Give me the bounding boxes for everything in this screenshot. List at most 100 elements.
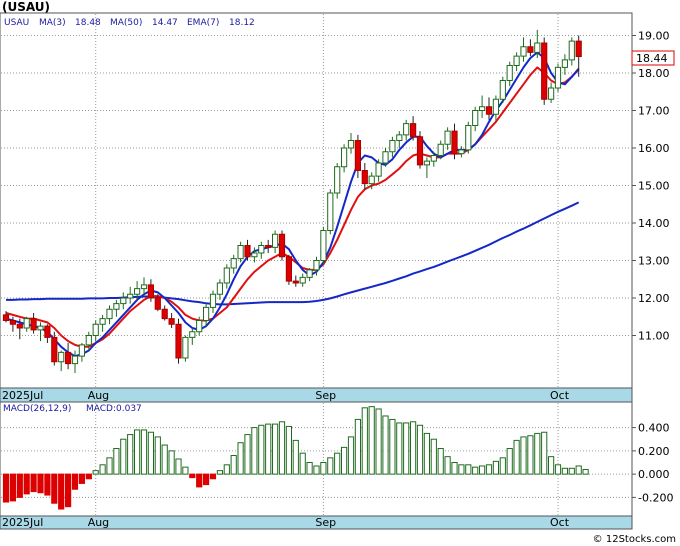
site-credit: © 12Stocks.com	[593, 534, 676, 545]
candle-body	[444, 130, 451, 145]
macd-bar	[306, 461, 313, 475]
macd-bar	[223, 464, 230, 475]
macd-bar	[485, 464, 493, 475]
candle-body	[292, 280, 299, 284]
macd-bar	[292, 439, 299, 475]
candle-body	[382, 151, 389, 164]
macd-bar	[499, 457, 506, 475]
candle-body	[458, 149, 465, 155]
candle-body	[168, 318, 175, 325]
macd-bar	[16, 473, 23, 498]
candle-body	[92, 323, 99, 336]
candle-body	[554, 66, 562, 89]
macd-date-label: Aug	[88, 516, 109, 529]
price-tick-label: 16.00	[638, 142, 670, 155]
candle-body	[479, 106, 486, 111]
macd-bar	[265, 423, 272, 475]
candle-body	[285, 256, 292, 282]
macd-bar	[451, 461, 458, 475]
price-tick-label: 17.00	[638, 105, 670, 118]
macd-bar	[479, 465, 486, 475]
candle-body	[354, 140, 361, 171]
price-tick-label: 12.00	[638, 292, 670, 305]
macd-bar	[92, 470, 99, 475]
macd-bar	[513, 439, 520, 475]
candle-body	[430, 155, 437, 162]
candle-body	[182, 336, 189, 359]
macd-bar	[575, 465, 582, 475]
price-date-label: 2025Jul	[2, 389, 43, 402]
macd-bar	[299, 452, 306, 475]
macd-bar	[568, 467, 575, 475]
macd-bar	[258, 424, 265, 475]
macd-bar	[161, 444, 168, 475]
candle-body	[548, 87, 555, 100]
macd-bar	[237, 442, 244, 475]
candle-body	[258, 245, 265, 254]
macd-bar	[203, 473, 210, 486]
candle-body	[251, 252, 258, 258]
candle-body	[520, 46, 527, 57]
macd-bar	[106, 457, 113, 475]
macd-bar	[244, 434, 251, 475]
candle-body	[541, 42, 548, 100]
candle-body	[416, 136, 424, 166]
candle-body	[209, 293, 217, 308]
candle-body	[389, 140, 396, 153]
candle-body	[37, 325, 44, 331]
candle-body	[561, 59, 568, 68]
macd-bar	[320, 461, 327, 475]
price-tick-label: 14.00	[638, 217, 670, 230]
macd-bar	[554, 464, 562, 475]
macd-bar	[416, 424, 424, 475]
candle-body	[361, 170, 368, 185]
ma3-line	[5, 51, 580, 358]
macd-bar	[368, 406, 375, 475]
macd-bar	[216, 470, 224, 475]
macd-bar	[458, 464, 465, 475]
ema7-line	[5, 66, 580, 348]
legend-ma3-value: 18.48	[75, 18, 101, 28]
candle-body	[230, 258, 237, 269]
candle-body	[423, 160, 430, 166]
chart-legend: USAU MA(3) 18.48 MA(50) 14.47 EMA(7) 18.…	[4, 18, 255, 28]
price-tick-label: 18.00	[638, 67, 670, 80]
macd-bar	[272, 423, 279, 475]
macd-bar	[327, 457, 334, 475]
macd-bar	[492, 460, 499, 475]
legend-ema7-label: EMA(7)	[187, 18, 219, 28]
macd-bar	[582, 468, 589, 475]
price-tick-label: 11.00	[638, 330, 670, 343]
legend-ma50-value: 14.47	[152, 18, 178, 28]
candle-body	[120, 297, 127, 305]
candle-body	[375, 162, 382, 177]
macd-legend-params: MACD(26,12,9)	[3, 404, 71, 414]
last-price-label: 18.44	[636, 52, 668, 65]
candles	[2, 29, 582, 373]
macd-bar	[430, 438, 437, 475]
candle-body	[85, 335, 92, 346]
macd-bar	[375, 408, 382, 475]
macd-bar	[465, 464, 472, 475]
candle-body	[403, 123, 410, 136]
price-tick-label: 13.00	[638, 255, 670, 268]
price-axis-ticks: 11.00 12.00 13.00 14.00 15.00 16.00 17.00 18.00…	[632, 30, 670, 343]
candle-body	[492, 98, 499, 115]
candle-body	[9, 320, 16, 325]
ma50-line	[6, 201, 580, 306]
candle-body	[278, 233, 286, 258]
macd-bar	[65, 473, 72, 508]
candle-body	[534, 42, 541, 53]
macd-bar	[389, 418, 396, 475]
macd-bar	[71, 473, 79, 490]
candle-body	[65, 351, 72, 365]
candle-body	[513, 55, 520, 66]
macd-bar	[2, 473, 10, 503]
macd-bar	[472, 466, 479, 475]
macd-date-label: Sep	[315, 516, 336, 529]
candle-body	[51, 336, 58, 363]
price-date-label: Oct	[550, 389, 570, 402]
candle-body	[140, 284, 148, 290]
macd-bar	[44, 473, 51, 496]
